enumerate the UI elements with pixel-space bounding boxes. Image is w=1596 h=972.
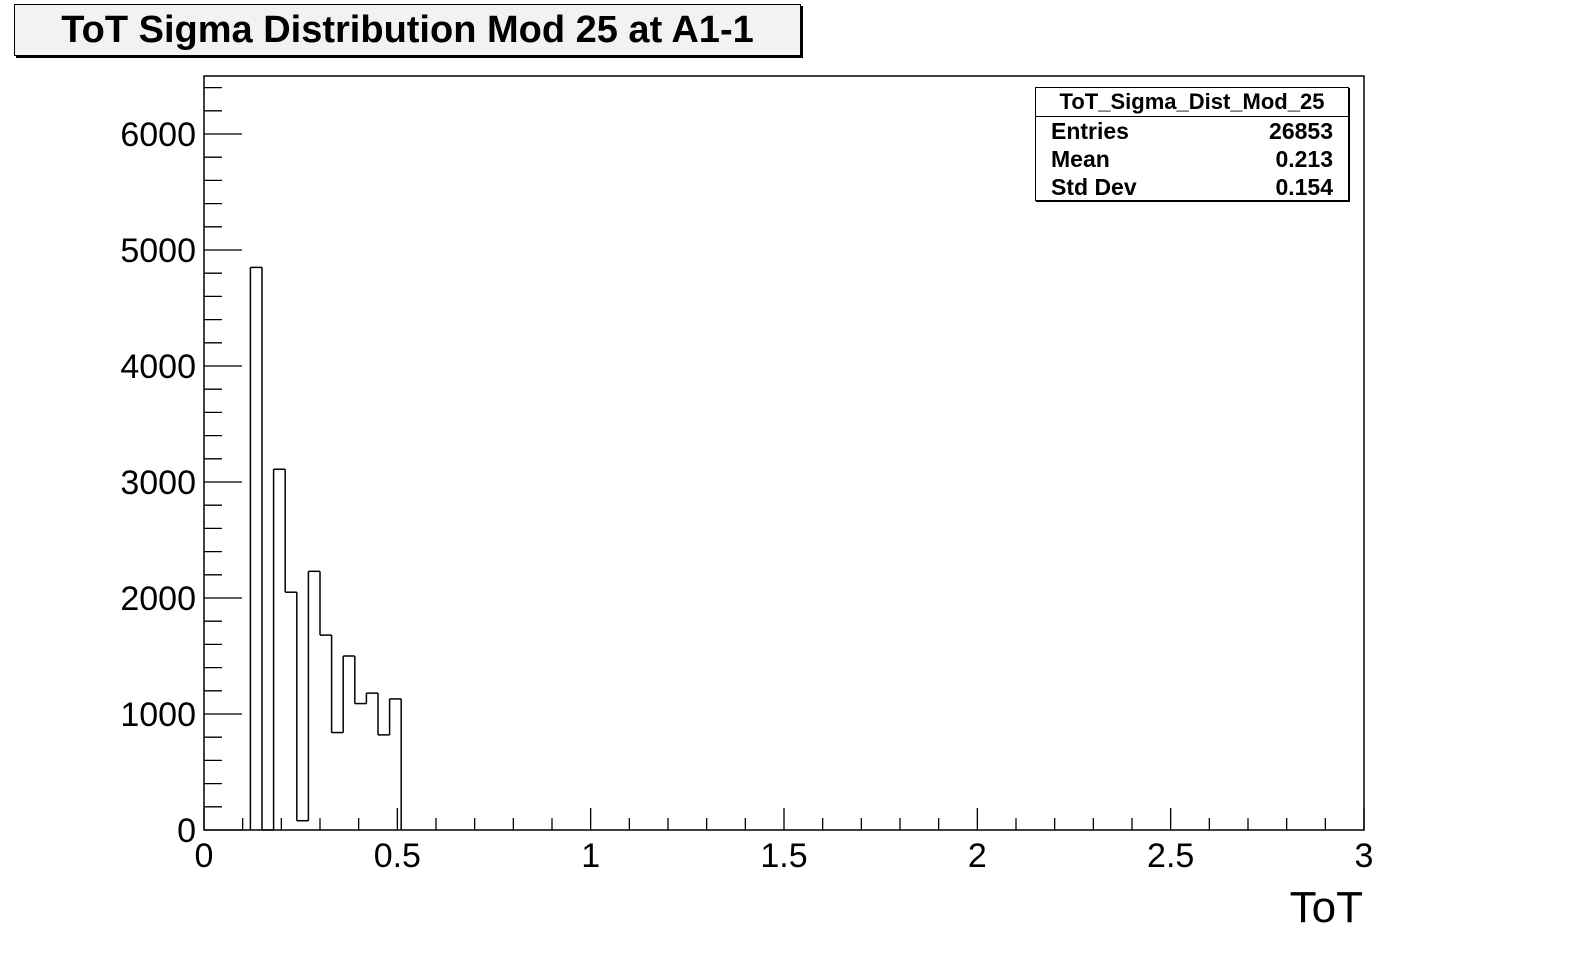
tick-labels-layer: 0 0.5 1 1.5 2 2.5 3 0 1000 2000 3000 4000 5000 6000 — [120, 116, 1373, 875]
stats-name: ToT_Sigma_Dist_Mod_25 — [1036, 88, 1348, 117]
stats-box: ToT_Sigma_Dist_Mod_25 Entries 26853 Mean… — [1035, 87, 1349, 201]
x-tick-label: 0 — [195, 837, 214, 875]
stats-row-stddev: Std Dev 0.154 — [1036, 173, 1348, 201]
y-tick-label: 4000 — [120, 348, 196, 386]
y-tick-label: 6000 — [120, 116, 196, 154]
stats-label: Std Dev — [1051, 174, 1137, 200]
x-tick-label: 2.5 — [1147, 837, 1194, 875]
x-tick-label: 1 — [581, 837, 600, 875]
stats-label: Mean — [1051, 146, 1110, 172]
y-tick-label: 1000 — [120, 696, 196, 734]
stats-value: 0.213 — [1275, 146, 1333, 172]
axis-ticks-layer — [203, 86, 1365, 831]
stats-row-mean: Mean 0.213 — [1036, 145, 1348, 173]
stats-value: 0.154 — [1275, 174, 1333, 200]
x-tick-label: 0.5 — [374, 837, 421, 875]
stats-row-entries: Entries 26853 — [1036, 117, 1348, 145]
x-tick-label: 1.5 — [760, 837, 807, 875]
chart-title: ToT Sigma Distribution Mod 25 at A1-1 — [61, 8, 754, 51]
y-tick-label: 3000 — [120, 464, 196, 502]
histogram-bars-layer — [249, 266, 402, 831]
stats-label: Entries — [1051, 118, 1129, 144]
x-axis-title: ToT — [1290, 883, 1363, 932]
stats-value: 26853 — [1269, 118, 1333, 144]
x-tick-label: 2 — [968, 837, 987, 875]
x-tick-label: 3 — [1355, 837, 1374, 875]
chart-title-box: ToT Sigma Distribution Mod 25 at A1-1 — [14, 4, 801, 56]
y-tick-label: 0 — [177, 812, 196, 850]
y-tick-label: 2000 — [120, 580, 196, 618]
y-tick-label: 5000 — [120, 232, 196, 270]
